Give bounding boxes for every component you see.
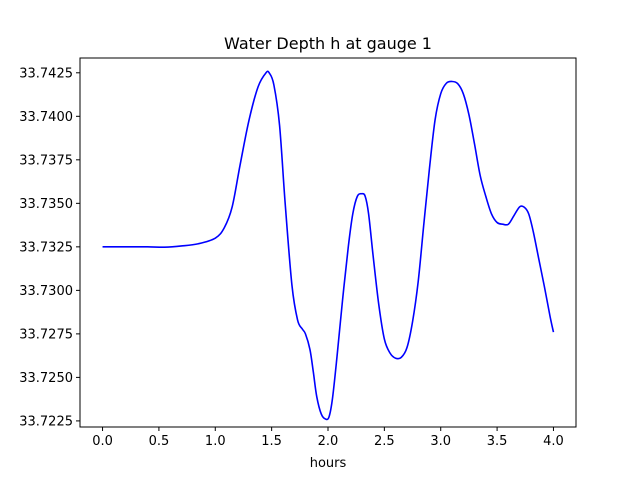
y-tick-label: 33.7225 — [19, 414, 73, 429]
y-tick-label: 33.7325 — [19, 240, 73, 255]
y-tick-label: 33.7275 — [19, 327, 73, 342]
x-tick-label: 0.0 — [92, 434, 113, 449]
series-layer — [102, 70, 555, 421]
series-line-h — [102, 70, 555, 421]
y-tick-label: 33.7375 — [19, 153, 73, 168]
x-tick-label: 2.5 — [374, 434, 395, 449]
y-axis: 33.7225 33.7250 33.7275 33.7300 33.7325 33.73… — [19, 66, 80, 429]
y-tick-label: 33.7300 — [19, 284, 73, 299]
y-tick-label: 33.7350 — [19, 197, 73, 212]
y-tick-label: 33.7250 — [19, 371, 73, 386]
x-tick-label: 3.5 — [487, 434, 508, 449]
y-tick-label: 33.7400 — [19, 110, 73, 125]
x-tick-label: 1.5 — [261, 434, 282, 449]
x-axis-label: hours — [310, 456, 347, 471]
x-axis: 0.0 0.5 1.0 1.5 2.0 2.5 3.0 3.5 4.0 — [92, 427, 564, 449]
chart-title: Water Depth h at gauge 1 — [224, 34, 432, 53]
plot-area — [79, 57, 577, 428]
x-tick-label: 1.0 — [205, 434, 226, 449]
x-tick-label: 2.0 — [318, 434, 339, 449]
y-tick-label: 33.7425 — [19, 66, 73, 81]
x-tick-label: 0.5 — [149, 434, 170, 449]
x-tick-label: 3.0 — [430, 434, 451, 449]
plot-background — [80, 58, 576, 427]
x-tick-label: 4.0 — [543, 434, 564, 449]
